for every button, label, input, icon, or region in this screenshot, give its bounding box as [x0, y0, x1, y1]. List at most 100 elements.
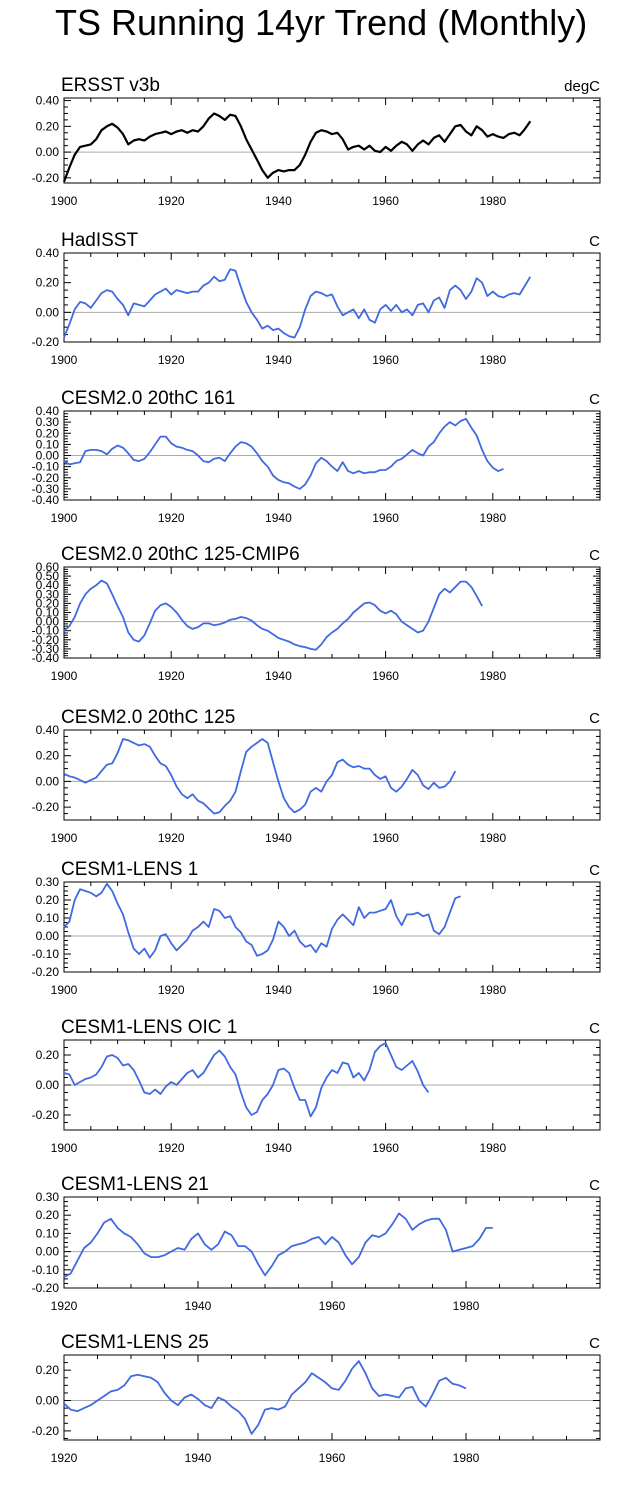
- panel-8-units: C: [589, 1177, 600, 1194]
- panel-9-xtick-label: 1940: [185, 1451, 212, 1465]
- panel-5-xtick-label: 1960: [372, 831, 399, 845]
- panel-7-title: CESM1-LENS OIC 1: [61, 1017, 237, 1038]
- panel-5-xtick-label: 1900: [51, 831, 78, 845]
- panel-6-ytick-label: 0.20: [36, 893, 60, 907]
- panel-3-xtick-label: 1920: [158, 511, 185, 525]
- panel-6-xtick-label: 1920: [158, 983, 185, 997]
- panel-9-xtick-label: 1980: [453, 1451, 480, 1465]
- panel-6-xtick-label: 1900: [51, 983, 78, 997]
- panel-5-units: C: [589, 710, 600, 727]
- panel-5-xtick-label: 1940: [265, 831, 292, 845]
- panel-2-xtick-label: 1920: [158, 353, 185, 367]
- panel-8-xtick-label: 1960: [319, 1299, 346, 1313]
- panel-6-ytick-label: 0.30: [36, 875, 60, 889]
- panel-1-ytick-label: -0.20: [32, 171, 60, 185]
- panel-9-series-line: [63, 1360, 467, 1435]
- panel-2-xtick-label: 1900: [51, 353, 78, 367]
- panel-4-xtick-label: 1960: [372, 669, 399, 683]
- panel-9-ytick-label: 0.20: [36, 1363, 60, 1377]
- panel-4-xtick-label: 1900: [51, 669, 78, 683]
- panel-5-xtick-label: 1920: [158, 831, 185, 845]
- panel-7-ytick-label: 0.00: [36, 1078, 60, 1092]
- panel-4-ytick-label: 0.00: [36, 615, 60, 629]
- panel-3-ytick-label: 0.20: [36, 426, 60, 440]
- panel-4-title: CESM2.0 20thC 125-CMIP6: [61, 544, 300, 565]
- panel-8-title: CESM1-LENS 21: [61, 1174, 209, 1195]
- panel-6-ytick-label: 0.00: [36, 929, 60, 943]
- panel-8-ytick-label: 0.30: [36, 1190, 60, 1204]
- panel-1-units: degC: [564, 78, 600, 95]
- panel-2-units: C: [589, 233, 600, 250]
- panel-2-xtick-label: 1960: [372, 353, 399, 367]
- panel-9-frame: [63, 1354, 601, 1441]
- panel-2-title: HadISST: [61, 230, 138, 251]
- panel-2-xtick-label: 1940: [265, 353, 292, 367]
- panel-7-series-line: [63, 1042, 430, 1118]
- panel-3-xtick-label: 1940: [265, 511, 292, 525]
- panel-6-xtick-label: 1960: [372, 983, 399, 997]
- panel-5-ytick-label: 0.40: [36, 723, 60, 737]
- panel-5-ytick-label: 0.00: [36, 774, 60, 788]
- panel-1-xtick-label: 1900: [51, 194, 78, 208]
- panel-4-ytick-label: -0.30: [32, 642, 60, 656]
- panel-4-ytick-label: 0.30: [36, 587, 60, 601]
- panel-4-ytick-label: 0.50: [36, 569, 60, 583]
- panel-3-ytick-label: 0.10: [36, 437, 60, 451]
- panel-9-ytick-label: 0.00: [36, 1394, 60, 1408]
- panel-6-ytick-label: -0.10: [32, 947, 60, 961]
- panel-9-units: C: [589, 1335, 600, 1352]
- panel-3-xtick-label: 1960: [372, 511, 399, 525]
- panel-8-series-line: [63, 1212, 493, 1278]
- panel-7-ytick-label: 0.20: [36, 1048, 60, 1062]
- figure-title: TS Running 14yr Trend (Monthly): [55, 2, 588, 43]
- panel-8-ytick-label: 0.20: [36, 1208, 60, 1222]
- panel-1-xtick-label: 1960: [372, 194, 399, 208]
- panel-1-xtick-label: 1940: [265, 194, 292, 208]
- panel-6-title: CESM1-LENS 1: [61, 859, 198, 880]
- panel-3-title: CESM2.0 20thC 161: [61, 388, 235, 409]
- panel-5-ytick-label: -0.20: [32, 800, 60, 814]
- panel-4-xtick-label: 1920: [158, 669, 185, 683]
- panel-3-xtick-label: 1980: [479, 511, 506, 525]
- panel-3-xtick-label: 1900: [51, 511, 78, 525]
- panel-2-xtick-label: 1980: [479, 353, 506, 367]
- panel-2-ytick-label: 0.40: [36, 246, 60, 260]
- panel-7-xtick-label: 1900: [51, 1141, 78, 1155]
- panel-4-ytick-label: 0.20: [36, 596, 60, 610]
- panel-9-ytick-label: -0.20: [32, 1424, 60, 1438]
- panel-9-title: CESM1-LENS 25: [61, 1332, 209, 1353]
- panel-8-xtick-label: 1940: [185, 1299, 212, 1313]
- panel-2-series-line: [63, 268, 532, 339]
- panel-4-ytick-label: -0.40: [32, 651, 60, 665]
- panel-3-ytick-label: -0.10: [32, 460, 60, 474]
- panel-4-ytick-label: -0.10: [32, 624, 60, 638]
- panel-4-units: C: [589, 547, 600, 564]
- panel-7-xtick-label: 1920: [158, 1141, 185, 1155]
- panel-1-ytick-label: 0.20: [36, 119, 60, 133]
- panel-4-xtick-label: 1980: [479, 669, 506, 683]
- panel-6-xtick-label: 1940: [265, 983, 292, 997]
- panel-4-ytick-label: 0.10: [36, 606, 60, 620]
- panel-8-frame: [63, 1196, 601, 1289]
- panel-9-xtick-label: 1960: [319, 1451, 346, 1465]
- panel-6-series-line: [63, 882, 461, 959]
- panel-6-ytick-label: -0.20: [32, 965, 60, 979]
- panel-4-series-line: [63, 579, 483, 651]
- panel-4-ytick-label: -0.20: [32, 633, 60, 647]
- panel-3-units: C: [589, 391, 600, 408]
- panel-6-ytick-label: 0.10: [36, 911, 60, 925]
- panel-6-units: C: [589, 862, 600, 879]
- panel-1-xtick-label: 1920: [158, 194, 185, 208]
- panel-3-ytick-label: -0.40: [32, 493, 60, 507]
- panel-4-xtick-label: 1940: [265, 669, 292, 683]
- panel-2-ytick-label: 0.20: [36, 276, 60, 290]
- panel-9-xtick-label: 1920: [51, 1451, 78, 1465]
- panel-8-xtick-label: 1920: [51, 1299, 78, 1313]
- panel-5-ytick-label: 0.20: [36, 749, 60, 763]
- panel-1-xtick-label: 1980: [479, 194, 506, 208]
- panel-4-frame: [63, 566, 601, 659]
- panel-4-ytick-label: 0.60: [36, 560, 60, 574]
- panel-8-xtick-label: 1980: [453, 1299, 480, 1313]
